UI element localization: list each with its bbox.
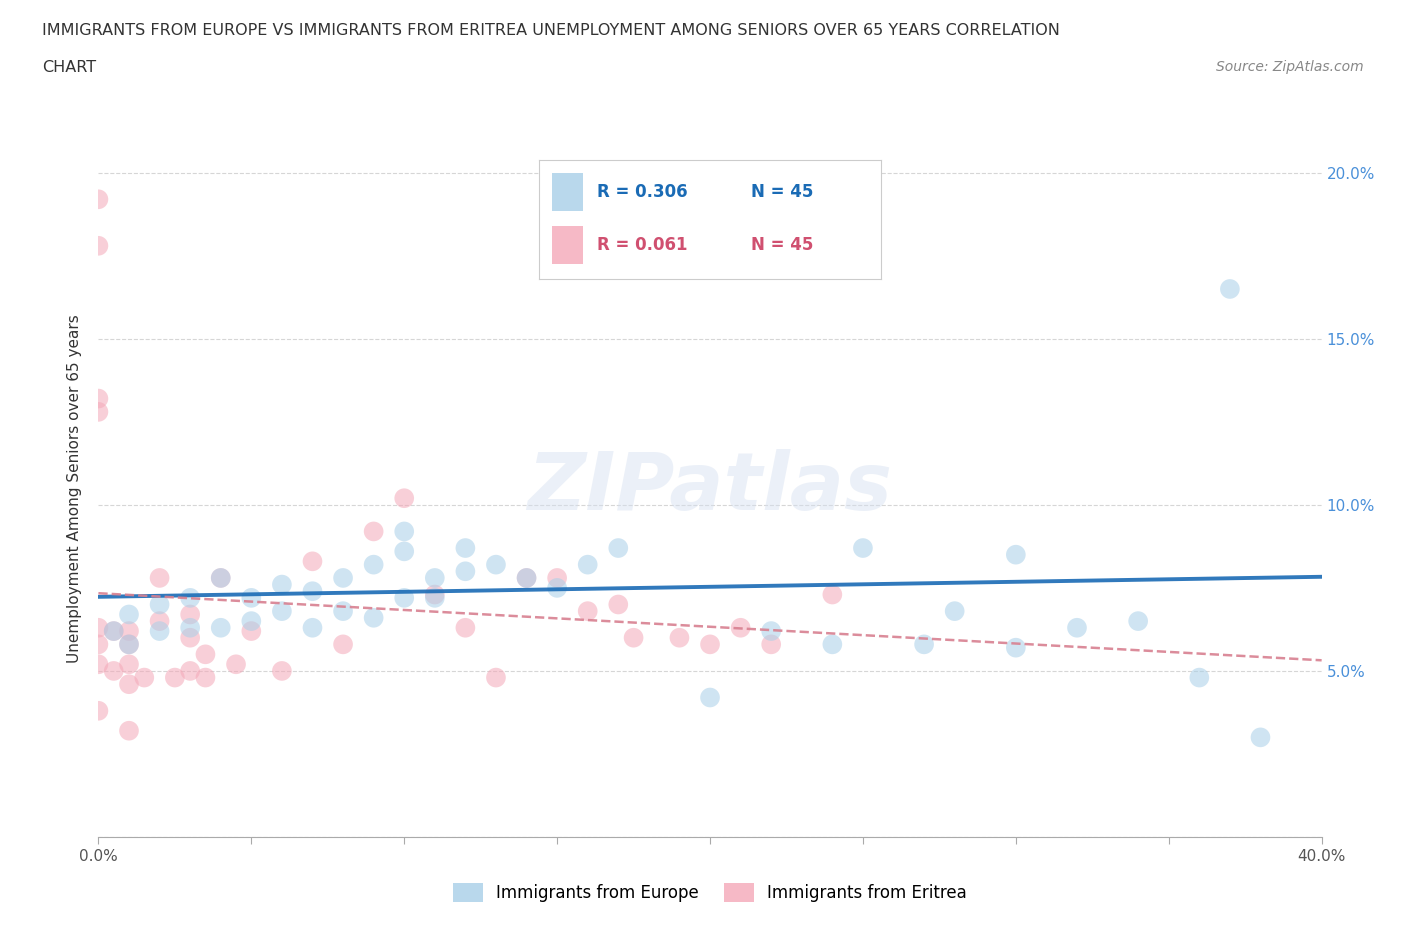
Point (301, 554, 323, 569)
Point (454, 564, 477, 578)
Point (270, 663, 292, 678)
Point (270, 604, 292, 618)
Point (759, 624, 782, 639)
Point (576, 557, 599, 572)
Point (149, 597, 172, 612)
Point (699, 637, 721, 652)
Point (1219, 282, 1241, 297)
Point (699, 690, 721, 705)
Text: ZIPatlas: ZIPatlas (527, 449, 893, 527)
Point (485, 557, 508, 572)
Point (392, 491, 416, 506)
Point (423, 591, 446, 605)
Point (179, 631, 201, 645)
Point (1188, 671, 1211, 685)
Point (516, 570, 538, 585)
Point (1128, 614, 1150, 629)
Point (194, 647, 217, 662)
Point (240, 624, 263, 639)
Point (118, 724, 141, 738)
Y-axis label: Unemployment Among Seniors over 65 years: Unemployment Among Seniors over 65 years (67, 314, 83, 662)
Point (363, 524, 385, 538)
Point (485, 671, 508, 685)
Point (821, 587, 844, 602)
Point (103, 624, 125, 639)
Point (163, 671, 186, 685)
Point (943, 604, 966, 618)
Point (332, 637, 354, 652)
Point (225, 657, 247, 671)
Point (87, 637, 110, 652)
Point (668, 631, 690, 645)
Point (149, 614, 172, 629)
Point (103, 624, 125, 639)
Point (821, 637, 844, 652)
Point (1249, 730, 1271, 745)
Point (423, 587, 446, 602)
Point (454, 540, 477, 555)
Point (87, 405, 110, 419)
Point (240, 614, 263, 629)
Point (759, 637, 782, 652)
Point (87, 703, 110, 718)
Point (332, 604, 354, 618)
Point (209, 570, 232, 585)
Point (1004, 640, 1026, 655)
Point (546, 580, 568, 595)
Point (392, 544, 416, 559)
Point (87, 192, 110, 206)
Text: CHART: CHART (42, 60, 96, 75)
Point (852, 540, 875, 555)
Point (118, 624, 141, 639)
Point (134, 671, 156, 685)
Point (607, 540, 630, 555)
Point (179, 620, 201, 635)
Point (546, 570, 568, 585)
Point (149, 570, 172, 585)
Point (87, 620, 110, 635)
Point (423, 570, 446, 585)
Point (301, 620, 323, 635)
Point (363, 557, 385, 572)
Point (118, 657, 141, 671)
Point (730, 620, 752, 635)
Text: Source: ZipAtlas.com: Source: ZipAtlas.com (1216, 60, 1364, 74)
Point (1066, 620, 1088, 635)
Point (179, 663, 201, 678)
Point (194, 671, 217, 685)
Point (576, 604, 599, 618)
Point (179, 591, 201, 605)
Point (118, 637, 141, 652)
Point (912, 637, 935, 652)
Point (149, 624, 172, 639)
Text: IMMIGRANTS FROM EUROPE VS IMMIGRANTS FROM ERITREA UNEMPLOYMENT AMONG SENIORS OVE: IMMIGRANTS FROM EUROPE VS IMMIGRANTS FRO… (42, 23, 1060, 38)
Point (1004, 547, 1026, 562)
Point (392, 524, 416, 538)
Legend: Immigrants from Europe, Immigrants from Eritrea: Immigrants from Europe, Immigrants from … (446, 876, 974, 909)
Point (209, 570, 232, 585)
Point (87, 392, 110, 406)
Point (516, 570, 538, 585)
Point (118, 637, 141, 652)
Point (118, 677, 141, 692)
Point (118, 607, 141, 622)
Point (454, 620, 477, 635)
Point (87, 238, 110, 253)
Point (607, 597, 630, 612)
Point (392, 591, 416, 605)
Point (240, 591, 263, 605)
Point (103, 663, 125, 678)
Point (179, 607, 201, 622)
Point (332, 570, 354, 585)
Point (209, 620, 232, 635)
Point (301, 584, 323, 599)
Point (87, 657, 110, 671)
Point (363, 610, 385, 625)
Point (623, 631, 645, 645)
Point (637, 215, 661, 230)
Point (270, 578, 292, 592)
